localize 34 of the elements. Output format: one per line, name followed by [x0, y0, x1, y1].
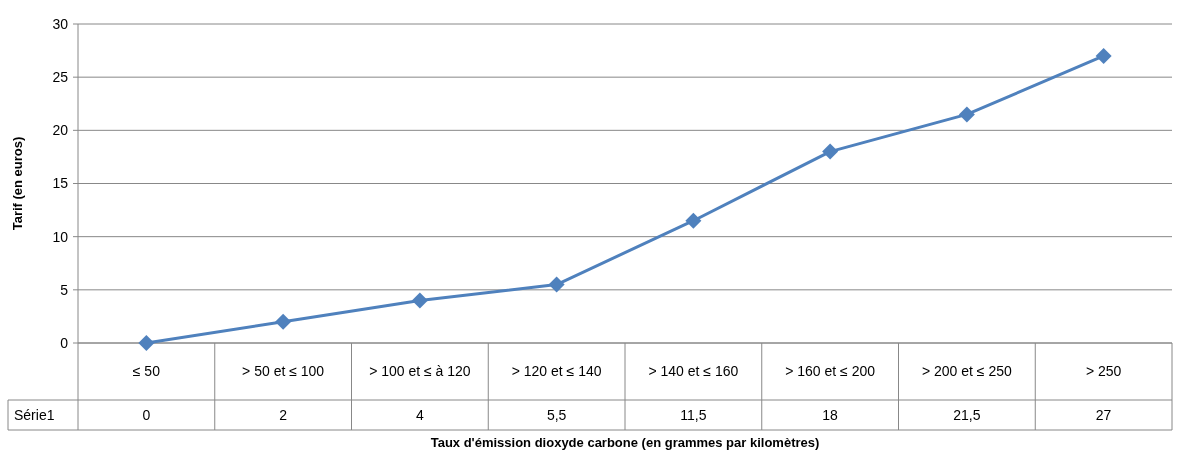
data-label: 21,5 [953, 406, 981, 423]
point [275, 313, 292, 330]
data-label: 18 [822, 406, 839, 423]
data-label: 0 [142, 406, 151, 423]
x-tick-label: > 120 et ≤ 140 [511, 363, 602, 380]
y-tick-label: 20 [52, 122, 69, 139]
x-tick-label: > 250 [1085, 363, 1122, 380]
x-axis-title: Taux d'émission dioxyde carbone (en grammes par kilomètres) [430, 435, 820, 450]
data-label: 5,5 [546, 406, 567, 423]
x-tick-label: ≤ 50 [132, 363, 161, 380]
point [958, 106, 975, 123]
data-label: 27 [1095, 406, 1112, 423]
y-tick-label: 5 [60, 281, 69, 298]
y-axis-title: Tarif (en euros) [10, 136, 25, 231]
x-tick-label: > 140 et ≤ 160 [648, 363, 739, 380]
x-tick-label: > 50 et ≤ 100 [242, 363, 325, 380]
data-label: 2 [279, 406, 288, 423]
y-tick-label: 30 [52, 15, 69, 32]
point [685, 212, 702, 229]
y-tick-label: 0 [60, 334, 69, 351]
data-label: 11,5 [680, 406, 707, 423]
x-tick-label: > 160 et ≤ 200 [785, 363, 876, 380]
x-tick-label: > 100 et ≤ à 120 [369, 363, 471, 380]
text: Série1 [14, 406, 55, 423]
point [138, 335, 155, 351]
point [1095, 47, 1112, 64]
point [411, 292, 428, 309]
point [548, 276, 565, 293]
point [822, 143, 839, 160]
data-label: 4 [415, 406, 424, 423]
x-tick-label: > 200 et ≤ 250 [921, 363, 1012, 380]
y-tick-label: 25 [52, 69, 69, 86]
y-tick-label: 10 [52, 228, 69, 245]
y-tick-label: 15 [52, 175, 69, 192]
